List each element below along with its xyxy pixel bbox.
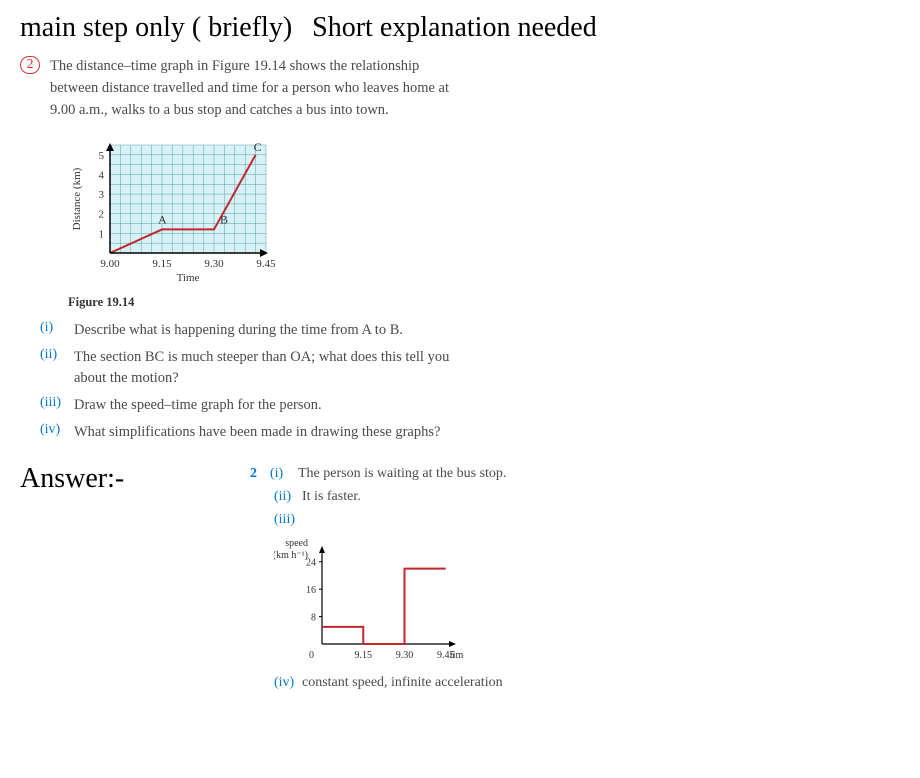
answer-block: 2(i)The person is waiting at the bus sto… — [250, 463, 506, 695]
svg-text:B: B — [220, 213, 228, 227]
answer-line: (iv)constant speed, infinite acceleratio… — [250, 672, 506, 693]
svg-text:8: 8 — [311, 613, 316, 624]
answer-sub-label: (iv) — [274, 672, 302, 693]
svg-text:9.45: 9.45 — [256, 258, 276, 270]
sub-text: What simplifications have been made in d… — [74, 422, 440, 443]
figure-19-14: A B C 1 2 3 4 5 9.00 9.15 9.30 9.45 Time Distance (km… — [68, 135, 460, 310]
sub-question: (i) Describe what is happening during the… — [20, 320, 460, 341]
sub-label: (iii) — [40, 395, 64, 416]
sub-questions: (i) Describe what is happening during the… — [20, 320, 460, 443]
svg-text:Distance (km): Distance (km) — [71, 168, 83, 231]
answer-text: It is faster. — [302, 486, 506, 507]
answer-line: (ii)It is faster. — [250, 486, 506, 507]
page-header: main step only ( briefly) Short explanat… — [20, 12, 900, 44]
sub-question: (iv) What simplifications have been made … — [20, 422, 460, 443]
sub-label: (ii) — [40, 347, 64, 389]
answer-heading: Answer:- — [20, 463, 220, 495]
sub-label: (i) — [40, 320, 64, 341]
svg-text:9.30: 9.30 — [396, 650, 414, 661]
svg-text:4: 4 — [99, 170, 105, 182]
sub-text: Describe what is happening during the ti… — [74, 320, 403, 341]
svg-text:1: 1 — [99, 229, 105, 241]
question-number: 2 — [20, 56, 40, 74]
sub-question: (iii) Draw the speed–time graph for the p… — [20, 395, 460, 416]
svg-text:9.00: 9.00 — [100, 258, 120, 270]
svg-text:A: A — [158, 213, 167, 227]
svg-text:time: time — [450, 650, 464, 661]
svg-text:(km h⁻¹): (km h⁻¹) — [274, 550, 308, 561]
sub-text: Draw the speed–time graph for the person… — [74, 395, 322, 416]
svg-text:5: 5 — [99, 150, 105, 162]
svg-text:0: 0 — [309, 650, 314, 661]
svg-text:3: 3 — [99, 189, 105, 201]
question-block: 2 The distance–time graph in Figure 19.1… — [20, 56, 460, 443]
answer-section: Answer:- 2(i)The person is waiting at th… — [20, 463, 900, 695]
svg-text:2: 2 — [99, 209, 105, 221]
svg-text:C: C — [254, 140, 262, 154]
answer-line: 2(i)The person is waiting at the bus sto… — [250, 463, 506, 484]
answer-text: constant speed, infinite acceleration — [302, 672, 506, 693]
speed-time-chart: 8162409.159.309.45timespeed(km h⁻¹) — [274, 536, 464, 666]
svg-text:Time: Time — [177, 272, 200, 284]
svg-text:9.15: 9.15 — [355, 650, 373, 661]
answer-text: The person is waiting at the bus stop. — [298, 463, 506, 484]
answer-line: (iii) — [250, 509, 506, 530]
answer-number: 2 — [250, 463, 270, 484]
answer-sub-label: (i) — [270, 463, 298, 484]
question-intro: The distance–time graph in Figure 19.14 … — [50, 56, 460, 121]
header-left: main step only ( briefly) — [20, 12, 292, 44]
svg-text:9.15: 9.15 — [152, 258, 172, 270]
svg-text:9.30: 9.30 — [204, 258, 224, 270]
svg-text:speed: speed — [285, 538, 308, 549]
sub-text: The section BC is much steeper than OA; … — [74, 347, 460, 389]
sub-label: (iv) — [40, 422, 64, 443]
answer-sub-label: (ii) — [274, 486, 302, 507]
answer-sub-label: (iii) — [274, 509, 302, 530]
svg-text:16: 16 — [306, 585, 316, 596]
figure-caption: Figure 19.14 — [68, 295, 460, 310]
sub-question: (ii) The section BC is much steeper than … — [20, 347, 460, 389]
distance-time-chart: A B C 1 2 3 4 5 9.00 9.15 9.30 9.45 Time Distance (km… — [68, 135, 278, 285]
speed-time-chart-wrap: 8162409.159.309.45timespeed(km h⁻¹) — [250, 536, 506, 666]
header-right: Short explanation needed — [312, 12, 597, 44]
